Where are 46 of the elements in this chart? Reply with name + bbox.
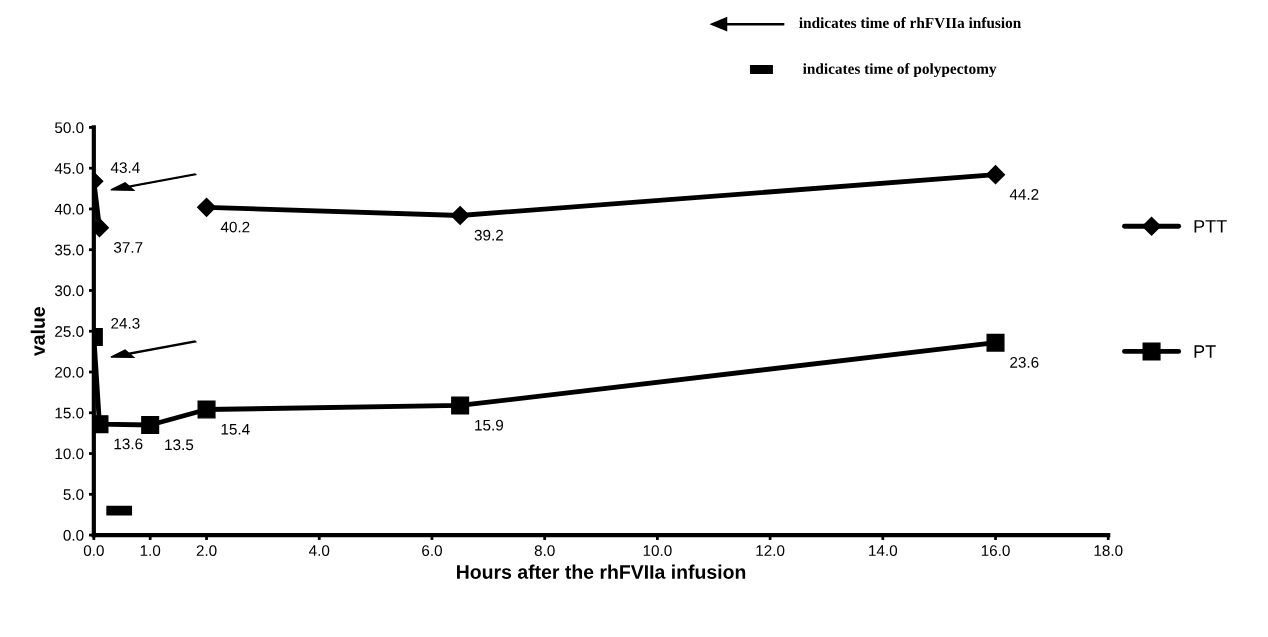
y-tick-label: 5.0 <box>63 489 84 500</box>
point <box>985 165 1006 185</box>
x-tick-label: 8.0 <box>534 545 555 557</box>
text: indicates time of rhFVIIa infusion <box>799 17 1021 29</box>
data-label: 13.5 <box>165 439 194 451</box>
y-tick-label: 0.0 <box>63 529 84 541</box>
data-label: 15.4 <box>221 424 250 435</box>
y-tick-label: 30.0 <box>54 285 84 297</box>
point <box>197 197 217 217</box>
x-tick-label: 0.0 <box>83 545 104 557</box>
x-tick-label: 6.0 <box>422 545 442 557</box>
y-tick-label: 10.0 <box>55 448 84 460</box>
data-label: 40.2 <box>220 221 250 233</box>
point <box>986 333 1005 352</box>
data-label: 44.2 <box>1009 189 1039 200</box>
data-label: 43.4 <box>110 162 140 174</box>
point <box>197 400 216 419</box>
text: indicates time of polypectomy <box>802 63 997 78</box>
y-axis-title: value <box>30 307 45 357</box>
y-tick-label: 50.0 <box>54 122 84 134</box>
y-tick-label: 15.0 <box>55 407 84 419</box>
data-label: 24.3 <box>111 317 140 329</box>
y-tick-label: 40.0 <box>54 203 84 215</box>
x-tick-label: 10.0 <box>643 545 672 557</box>
y-tick-label: 25.0 <box>55 326 84 337</box>
point <box>451 396 470 415</box>
x-tick-label: 1.0 <box>140 545 161 557</box>
y-tick-label: 45.0 <box>54 163 84 174</box>
x-tick-label: 2.0 <box>196 545 217 557</box>
data-label: 23.6 <box>1010 356 1039 368</box>
x-tick-label: 4.0 <box>308 545 330 557</box>
x-tick-label: 14.0 <box>869 545 898 557</box>
point <box>450 205 470 225</box>
y-tick-label: 20.0 <box>55 366 84 378</box>
x-tick-label: 16.0 <box>981 545 1010 557</box>
point <box>141 415 160 435</box>
data-label: 39.2 <box>474 229 503 241</box>
x-tick-label: 12.0 <box>756 545 785 557</box>
y-tick-label: 35.0 <box>54 244 84 256</box>
data-label: 13.6 <box>114 438 143 450</box>
x-tick-label: 18.0 <box>1094 545 1123 557</box>
legend-label: PT <box>1194 345 1216 358</box>
data-label: 37.7 <box>113 242 143 253</box>
data-label: 15.9 <box>475 419 504 431</box>
x-axis-title: Hours after the rhFVIIa infusion <box>457 564 746 579</box>
legend-label: PTT <box>1194 220 1227 233</box>
